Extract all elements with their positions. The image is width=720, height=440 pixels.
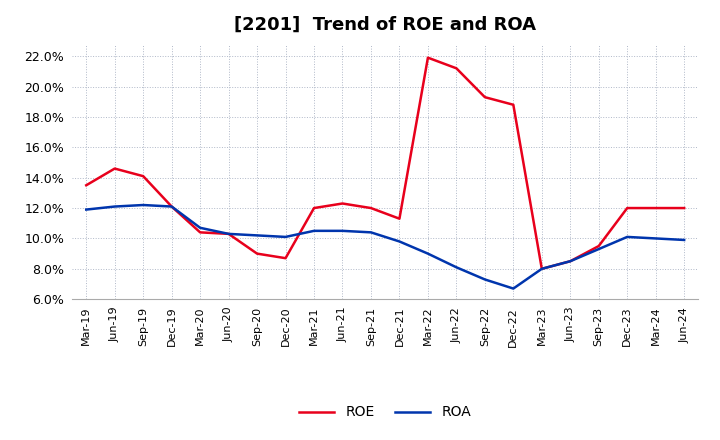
ROA bbox=[623, 234, 631, 239]
ROE bbox=[423, 55, 432, 60]
ROE bbox=[537, 266, 546, 271]
ROE bbox=[509, 102, 518, 107]
ROA bbox=[167, 204, 176, 209]
ROE bbox=[310, 205, 318, 211]
ROE bbox=[282, 256, 290, 261]
ROE bbox=[139, 173, 148, 179]
ROE bbox=[680, 205, 688, 211]
ROA bbox=[196, 225, 204, 231]
ROE bbox=[225, 231, 233, 237]
ROE bbox=[110, 166, 119, 171]
ROE bbox=[480, 95, 489, 100]
ROA bbox=[480, 277, 489, 282]
ROA bbox=[366, 230, 375, 235]
ROE bbox=[338, 201, 347, 206]
ROA bbox=[680, 237, 688, 242]
ROE bbox=[623, 205, 631, 211]
ROE bbox=[196, 230, 204, 235]
ROA bbox=[395, 239, 404, 244]
ROE bbox=[395, 216, 404, 221]
ROE bbox=[167, 204, 176, 209]
ROA bbox=[253, 233, 261, 238]
ROE bbox=[566, 259, 575, 264]
ROE bbox=[253, 251, 261, 256]
ROA bbox=[110, 204, 119, 209]
ROA bbox=[423, 251, 432, 256]
ROA bbox=[652, 236, 660, 241]
ROA bbox=[537, 266, 546, 271]
Line: ROA: ROA bbox=[86, 205, 684, 289]
ROA bbox=[509, 286, 518, 291]
ROA bbox=[566, 259, 575, 264]
ROE bbox=[452, 66, 461, 71]
ROA bbox=[310, 228, 318, 234]
ROA bbox=[139, 202, 148, 208]
ROA bbox=[452, 265, 461, 270]
ROA bbox=[82, 207, 91, 212]
ROE bbox=[366, 205, 375, 211]
ROE bbox=[652, 205, 660, 211]
ROA bbox=[225, 231, 233, 237]
ROA bbox=[338, 228, 347, 234]
ROA bbox=[282, 234, 290, 239]
Title: [2201]  Trend of ROE and ROA: [2201] Trend of ROE and ROA bbox=[234, 16, 536, 34]
Line: ROE: ROE bbox=[86, 58, 684, 269]
ROE bbox=[595, 243, 603, 249]
ROE bbox=[82, 183, 91, 188]
ROA bbox=[595, 246, 603, 252]
Legend: ROE, ROA: ROE, ROA bbox=[294, 400, 477, 425]
